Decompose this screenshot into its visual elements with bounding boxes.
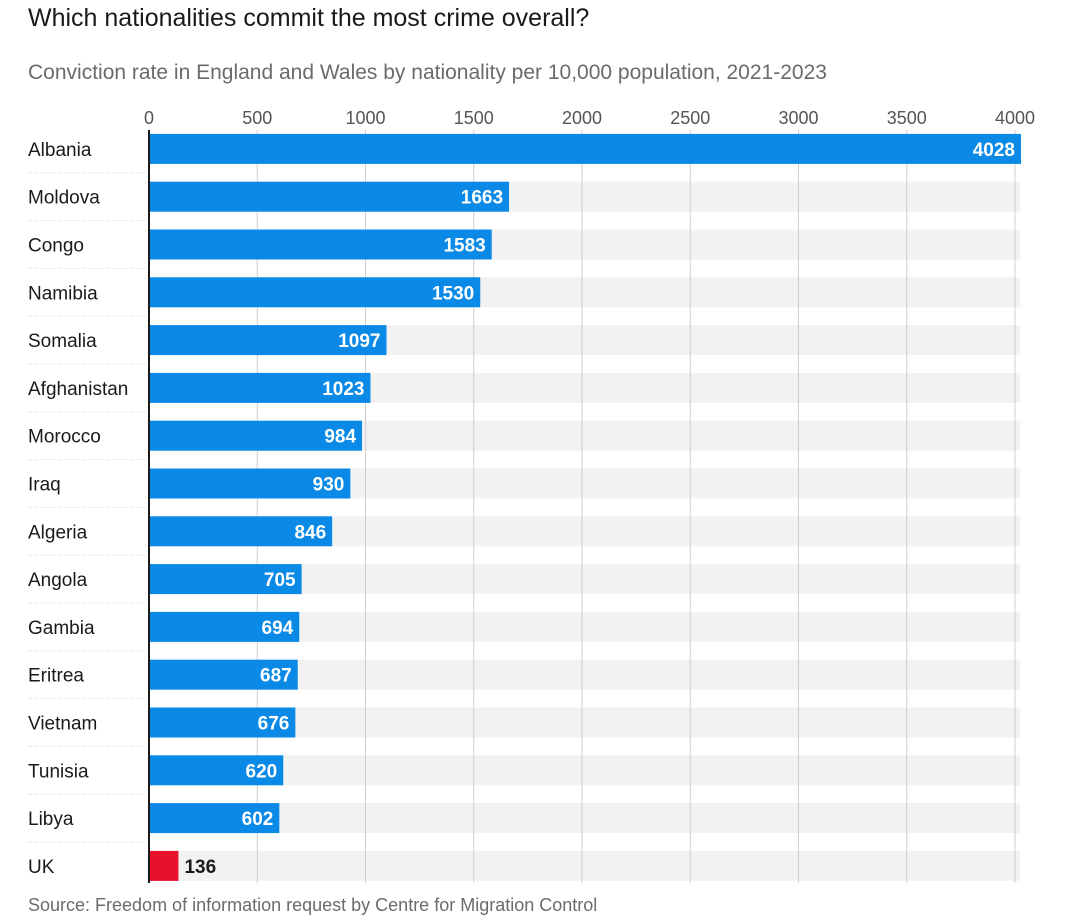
bar[interactable] bbox=[149, 325, 387, 356]
value-label: 687 bbox=[260, 666, 292, 687]
bar[interactable] bbox=[149, 564, 302, 595]
category-label: Moldova bbox=[28, 188, 100, 209]
value-label: 676 bbox=[258, 714, 290, 735]
chart-title: Which nationalities commit the most crim… bbox=[28, 4, 590, 32]
bar[interactable] bbox=[149, 850, 179, 881]
value-label: 984 bbox=[324, 427, 356, 448]
value-label: 4028 bbox=[973, 140, 1015, 161]
value-label: 1530 bbox=[432, 283, 474, 304]
x-tick-label: 1000 bbox=[345, 108, 385, 128]
category-label: Vietnam bbox=[28, 714, 97, 735]
value-label: 1583 bbox=[443, 236, 485, 257]
row-band bbox=[149, 755, 1020, 786]
value-label: 1663 bbox=[461, 188, 503, 209]
value-label: 1097 bbox=[338, 331, 380, 352]
bar[interactable] bbox=[149, 755, 284, 786]
category-label: Somalia bbox=[28, 331, 97, 352]
category-label: Angola bbox=[28, 570, 88, 591]
bar[interactable] bbox=[149, 133, 1021, 164]
bar[interactable] bbox=[149, 707, 296, 738]
category-label: Congo bbox=[28, 236, 84, 257]
x-tick-label: 3500 bbox=[887, 108, 927, 128]
category-label: Afghanistan bbox=[28, 379, 128, 400]
row-band bbox=[149, 803, 1020, 834]
category-label: Algeria bbox=[28, 522, 88, 543]
row-band bbox=[149, 850, 1020, 881]
x-tick-label: 500 bbox=[242, 108, 272, 128]
x-tick-label: 0 bbox=[144, 108, 154, 128]
bar[interactable] bbox=[149, 803, 280, 834]
bar[interactable] bbox=[149, 468, 351, 499]
bar[interactable] bbox=[149, 611, 300, 642]
x-tick-label: 4000 bbox=[995, 108, 1035, 128]
value-label: 930 bbox=[313, 475, 345, 496]
category-label: Libya bbox=[28, 809, 74, 830]
x-tick-label: 1500 bbox=[454, 108, 494, 128]
value-label: 694 bbox=[262, 618, 294, 639]
value-label: 846 bbox=[294, 522, 326, 543]
x-tick-label: 2000 bbox=[562, 108, 602, 128]
bar[interactable] bbox=[149, 420, 363, 451]
bar[interactable] bbox=[149, 372, 371, 403]
bar[interactable] bbox=[149, 181, 510, 212]
category-label: Gambia bbox=[28, 618, 95, 639]
category-label: UK bbox=[28, 857, 55, 878]
bar[interactable] bbox=[149, 277, 481, 308]
category-label: Namibia bbox=[28, 283, 98, 304]
value-label: 136 bbox=[184, 857, 216, 878]
value-label: 620 bbox=[246, 761, 278, 782]
category-label: Albania bbox=[28, 140, 92, 161]
bar[interactable] bbox=[149, 229, 492, 260]
value-label: 602 bbox=[242, 809, 274, 830]
category-label: Morocco bbox=[28, 427, 101, 448]
value-label: 1023 bbox=[322, 379, 364, 400]
x-tick-label: 3000 bbox=[778, 108, 818, 128]
category-label: Eritrea bbox=[28, 666, 84, 687]
x-tick-label: 2500 bbox=[670, 108, 710, 128]
bar[interactable] bbox=[149, 516, 333, 547]
category-label: Iraq bbox=[28, 475, 61, 496]
category-label: Tunisia bbox=[28, 761, 89, 782]
source-note: Source: Freedom of information request b… bbox=[28, 895, 598, 915]
value-label: 705 bbox=[264, 570, 296, 591]
chart-subtitle: Conviction rate in England and Wales by … bbox=[28, 61, 827, 84]
bar[interactable] bbox=[149, 659, 298, 690]
